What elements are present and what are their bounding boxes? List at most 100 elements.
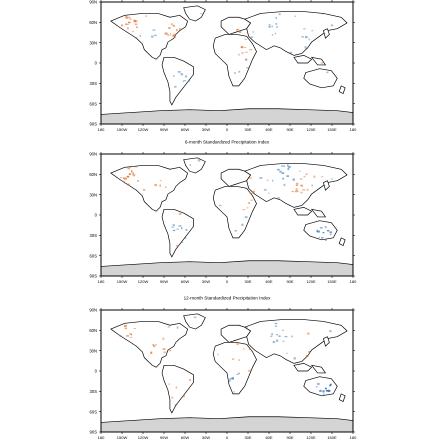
spi-cell — [270, 335, 273, 338]
spi-cell — [174, 85, 177, 88]
spi-cell — [282, 340, 285, 342]
spi-cell — [128, 173, 132, 176]
spi-cell — [188, 379, 192, 382]
longitude-tick-label: 180 — [98, 279, 105, 284]
spi-cell — [282, 177, 285, 180]
spi-cell — [124, 324, 127, 328]
spi-cell — [176, 29, 178, 32]
latitude-axis: 90N 60N 30N 0 30S 60S 90S — [89, 308, 355, 435]
spi-cell — [271, 34, 274, 36]
spi-cell — [329, 330, 333, 333]
spi-cell — [245, 51, 248, 53]
spi-cell — [298, 170, 301, 172]
spi-cell — [193, 316, 197, 319]
spi-cell — [175, 386, 178, 389]
longitude-tick-label: 30W — [202, 435, 210, 440]
spi-cell — [128, 16, 131, 19]
longitude-axis: 180 150W 120W 90W 60W 30W 0 30E 60E 90E 120E 150E 18… — [98, 0, 357, 132]
spi-cell — [231, 377, 234, 380]
spi-cell — [125, 23, 127, 26]
spi-cell — [323, 393, 325, 396]
spi-cell — [325, 238, 327, 241]
spi-cell — [327, 230, 330, 232]
spi-cell — [316, 229, 318, 232]
spi-cell — [132, 30, 134, 33]
spi-cell — [173, 75, 175, 77]
longitude-tick-label: 180 — [98, 435, 105, 440]
spi-cell — [274, 32, 277, 35]
spi-cell — [183, 395, 185, 398]
latitude-tick-label: 90S — [90, 122, 98, 127]
spi-cell — [126, 175, 130, 178]
longitude-tick-label: 120W — [138, 127, 149, 132]
spi-cell — [152, 344, 155, 347]
spi-cell — [174, 35, 176, 38]
spi-cell — [184, 75, 188, 78]
longitude-tick-label: 150W — [117, 127, 128, 132]
spi-cell — [296, 190, 299, 192]
spi-cell — [143, 188, 146, 191]
spi-cell — [295, 184, 298, 187]
spi-cell — [243, 47, 247, 49]
spi-cell — [275, 23, 278, 25]
spi-cell — [172, 229, 176, 232]
spi-cell — [173, 33, 177, 36]
spi-cell — [119, 335, 122, 337]
spi-cell — [133, 328, 136, 329]
spi-cell — [181, 227, 183, 230]
longitude-tick-label: 90E — [286, 435, 293, 440]
spi-cell — [318, 390, 322, 392]
spi-cell — [322, 232, 325, 234]
spi-cell — [330, 383, 332, 386]
longitude-tick-label: 90W — [160, 435, 168, 440]
spi-cell — [295, 182, 299, 185]
spi-cell — [129, 18, 132, 20]
latitude-tick-label: 30N — [89, 40, 97, 45]
spi-cell — [286, 175, 290, 177]
spi-anomaly-cells — [119, 316, 333, 406]
spi-cell — [308, 350, 311, 353]
spi-cell — [217, 353, 219, 356]
spi-cell — [166, 32, 168, 35]
spi-cell — [168, 27, 171, 29]
latitude-axis: 90N 60N 30N 0 30S 60S 90S — [89, 152, 355, 279]
spi-cell — [162, 348, 166, 350]
spi-cell — [301, 36, 304, 38]
spi-cell — [292, 178, 295, 181]
spi-cell — [301, 185, 303, 187]
spi-cell — [218, 204, 222, 207]
spi-cell — [291, 335, 293, 338]
spi-cell — [238, 30, 242, 34]
spi-cell — [287, 164, 289, 167]
spi-cell — [182, 80, 184, 82]
spi-cell — [313, 175, 316, 178]
spi-cell — [234, 229, 237, 232]
spi-cell — [124, 327, 128, 329]
spi-cell — [321, 13, 324, 15]
spi-cell — [168, 349, 172, 352]
spi-cell — [247, 202, 251, 204]
spi-cell — [236, 342, 240, 345]
spi-cell — [162, 337, 165, 340]
spi-cell — [311, 184, 313, 187]
longitude-axis: 180 150W 120W 90W 60W 30W 0 30E 60E 90E 120E 150E 18… — [98, 152, 357, 284]
spi-cell — [159, 184, 161, 187]
longitude-tick-label: 150W — [117, 279, 128, 284]
spi-cell — [278, 13, 281, 16]
longitude-tick-label: 180 — [350, 127, 357, 132]
spi-cell — [132, 174, 136, 177]
spi-cell — [284, 336, 288, 338]
spi-cell — [180, 73, 184, 76]
spi-cell — [238, 359, 241, 361]
spi-cell — [329, 330, 331, 332]
spi-cell — [200, 13, 203, 15]
spi-cell — [276, 26, 278, 28]
longitude-tick-label: 180 — [350, 279, 357, 284]
spi-cell — [129, 167, 131, 169]
spi-cell — [126, 27, 129, 30]
spi-cell — [293, 357, 296, 360]
spi-cell — [130, 333, 133, 336]
spi-cell — [136, 26, 138, 29]
spi-cell — [250, 36, 254, 38]
